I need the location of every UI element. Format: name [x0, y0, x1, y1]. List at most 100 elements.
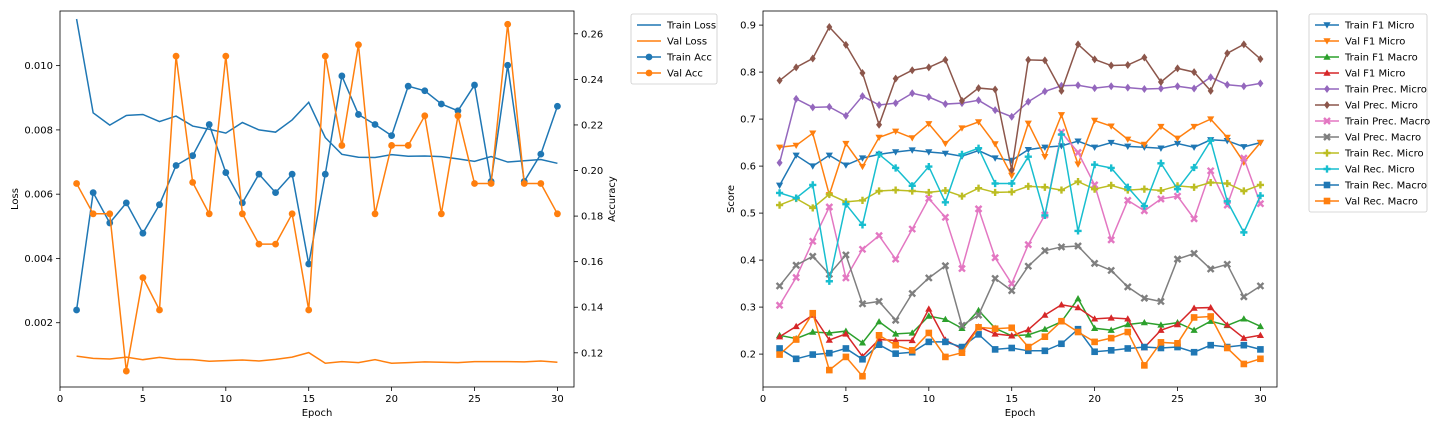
- data-point: [537, 180, 545, 187]
- data-point: [858, 221, 867, 229]
- data-point: [825, 277, 833, 285]
- data-point: [1024, 120, 1032, 127]
- series-val-loss: [76, 351, 558, 364]
- data-point: [1041, 325, 1049, 332]
- data-point: [808, 252, 817, 261]
- data-point: [1041, 144, 1049, 151]
- data-point: [1207, 313, 1214, 320]
- data-point: [222, 52, 230, 60]
- data-point: [1140, 185, 1148, 193]
- data-point: [908, 225, 917, 233]
- data-point: [826, 102, 833, 111]
- data-point: [908, 329, 916, 336]
- data-point: [793, 63, 800, 72]
- y2-tick-label: 0.12: [581, 348, 603, 359]
- data-point: [73, 180, 80, 187]
- data-point: [305, 306, 313, 314]
- legend-label: Val Rec. Macro: [1345, 197, 1418, 208]
- data-point: [1240, 187, 1248, 195]
- x-tick-label: 15: [1005, 394, 1018, 405]
- data-point: [1025, 97, 1032, 106]
- data-point: [958, 150, 966, 158]
- data-point: [1173, 185, 1182, 193]
- data-point: [1123, 283, 1132, 291]
- data-point: [1057, 186, 1066, 194]
- legend-item-train-rec-micro: Train Rec. Micro: [1315, 149, 1424, 160]
- data-point: [1207, 137, 1215, 145]
- data-point: [875, 134, 883, 142]
- data-point: [1190, 214, 1198, 223]
- data-point: [1091, 315, 1099, 322]
- data-point: [404, 82, 412, 90]
- legend-label: Train Loss: [666, 21, 716, 32]
- data-point: [421, 87, 429, 95]
- data-point: [892, 330, 900, 337]
- data-point: [992, 106, 999, 115]
- legend-item-train-f1-micro: Train F1 Micro: [1315, 21, 1414, 32]
- data-point: [139, 274, 147, 282]
- data-point: [1190, 326, 1198, 333]
- data-point: [1157, 321, 1165, 328]
- series-train-loss: [75, 18, 558, 165]
- legend-item-train-prec-macro: Train Prec. Macro: [1315, 117, 1430, 128]
- legend-marker: [1323, 133, 1331, 141]
- data-point: [942, 55, 949, 64]
- data-point: [1091, 348, 1098, 356]
- data-point: [775, 182, 784, 189]
- x-tick-label: 20: [385, 394, 398, 405]
- data-point: [1190, 304, 1198, 311]
- data-point: [908, 289, 917, 298]
- data-point: [1124, 183, 1132, 191]
- data-point: [222, 169, 230, 176]
- data-point: [1256, 331, 1265, 338]
- data-point: [825, 336, 833, 343]
- data-point: [942, 100, 949, 109]
- data-point: [1223, 344, 1231, 352]
- series-line-train-acc: [75, 65, 559, 311]
- y-tick-label: 0.008: [24, 125, 53, 136]
- data-point: [1190, 314, 1198, 321]
- data-point: [858, 299, 867, 308]
- legend-marker: [1323, 165, 1331, 173]
- legend-marker: [1323, 53, 1331, 60]
- data-point: [858, 196, 867, 205]
- series-line-train-f1-micro: [778, 139, 1261, 186]
- data-point: [809, 54, 816, 63]
- data-point: [1157, 77, 1164, 86]
- y-tick-label: 0.002: [24, 318, 53, 329]
- legend-item-train-f1-macro: Train F1 Macro: [1315, 53, 1418, 64]
- data-point: [842, 200, 850, 208]
- data-point: [1157, 123, 1165, 131]
- data-point: [892, 99, 899, 108]
- legend-marker: [645, 69, 653, 77]
- x-tick-label: 30: [551, 394, 564, 405]
- data-point: [875, 150, 883, 158]
- y-tick-label: 0.9: [740, 21, 756, 32]
- data-point: [991, 346, 999, 353]
- data-point: [1240, 144, 1248, 151]
- data-point: [1207, 116, 1215, 123]
- legend-item-val-rec-micro: Val Rec. Micro: [1315, 165, 1415, 176]
- legend-marker: [1323, 22, 1331, 29]
- x-axis-label: Epoch: [302, 408, 333, 419]
- legend-item-val-acc: Val Acc: [637, 69, 703, 80]
- data-point: [437, 210, 445, 218]
- data-point: [925, 63, 932, 72]
- data-point: [974, 205, 983, 213]
- y-tick-label: 0.010: [24, 61, 53, 72]
- data-point: [809, 204, 817, 212]
- data-point: [1256, 139, 1265, 147]
- data-point: [1057, 112, 1066, 119]
- data-point: [892, 186, 900, 194]
- data-point: [1173, 255, 1182, 264]
- y2-tick-label: 0.18: [581, 212, 603, 223]
- data-point: [1173, 320, 1182, 328]
- data-point: [776, 345, 783, 352]
- series-val-rec-micro: [775, 131, 1265, 285]
- data-point: [1207, 178, 1215, 187]
- series-line-train-prec-micro: [778, 76, 1261, 163]
- data-point: [1157, 145, 1165, 152]
- data-point: [825, 329, 833, 336]
- data-point: [1041, 87, 1048, 96]
